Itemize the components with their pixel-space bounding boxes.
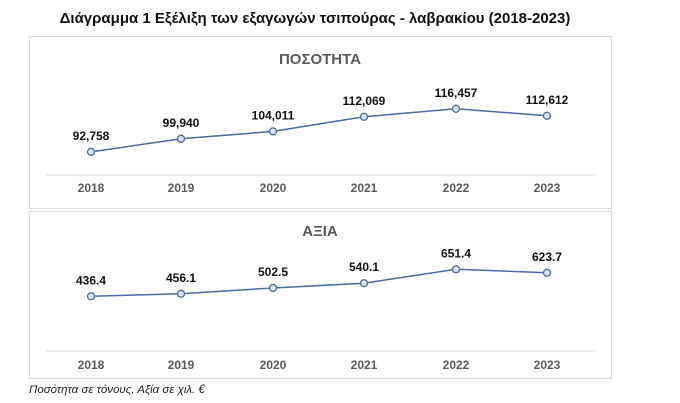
data-point [451, 265, 461, 274]
chart-title: ΑΞΙΑ [302, 223, 338, 240]
data-point [451, 104, 461, 113]
chart-svg: ΑΞΙΑ 436.4 2018 456.1 2019 502.5 2020 540.1 2021… [46, 223, 595, 372]
data-label: 104,011 [252, 108, 295, 122]
chart-value: ΑΞΙΑ 436.4 2018 456.1 2019 502.5 2020 540.1 2021… [29, 211, 612, 379]
data-point [268, 127, 278, 136]
chart-svg: ΠΟΣΟΤΗΤΑ 92,758 2018 99,940 2019 104,011 2020 1… [46, 51, 595, 195]
data-label: 456.1 [166, 271, 196, 285]
x-tick-label: 2022 [443, 181, 470, 195]
data-point [86, 147, 96, 156]
x-tick-label: 2019 [168, 358, 195, 372]
series-line [90, 108, 548, 153]
x-tick-label: 2022 [443, 358, 470, 372]
data-point [268, 283, 278, 293]
x-tick-label: 2020 [260, 181, 287, 195]
data-label: 623.7 [532, 250, 562, 264]
x-tick-label: 2023 [534, 181, 561, 195]
data-label: 112,612 [526, 93, 569, 107]
data-point [176, 289, 186, 298]
data-point [359, 112, 369, 121]
data-point [542, 111, 552, 120]
data-label: 502.5 [258, 265, 288, 279]
figure-title: Διάγραμμα 1 Εξέλιξη των εξαγωγών τσιπούρ… [59, 10, 571, 27]
x-tick-label: 2018 [78, 358, 105, 372]
footnote: Ποσότητα σε τόνους, Αξία σε χιλ. € [29, 384, 205, 396]
chart-quantity: ΠΟΣΟΤΗΤΑ 92,758 2018 99,940 2019 104,011 2020 1… [29, 36, 612, 209]
x-tick-label: 2021 [351, 358, 378, 372]
data-label: 112,069 [343, 94, 386, 108]
x-tick-label: 2020 [260, 358, 287, 372]
data-label: 651.4 [441, 246, 471, 260]
data-label: 92,758 [73, 129, 110, 143]
x-tick-label: 2018 [78, 181, 105, 195]
x-tick-label: 2019 [168, 181, 195, 195]
data-label: 436.4 [76, 273, 106, 287]
x-tick-label: 2023 [534, 358, 561, 372]
data-point [359, 279, 369, 288]
data-point [176, 134, 186, 143]
x-tick-label: 2021 [351, 181, 378, 195]
data-label: 116,457 [435, 86, 478, 100]
data-point [542, 268, 552, 277]
data-label: 99,940 [163, 116, 200, 130]
data-point [86, 292, 96, 301]
data-label: 540.1 [349, 260, 379, 274]
series-line [90, 268, 548, 298]
chart-title: ΠΟΣΟΤΗΤΑ [279, 51, 361, 68]
